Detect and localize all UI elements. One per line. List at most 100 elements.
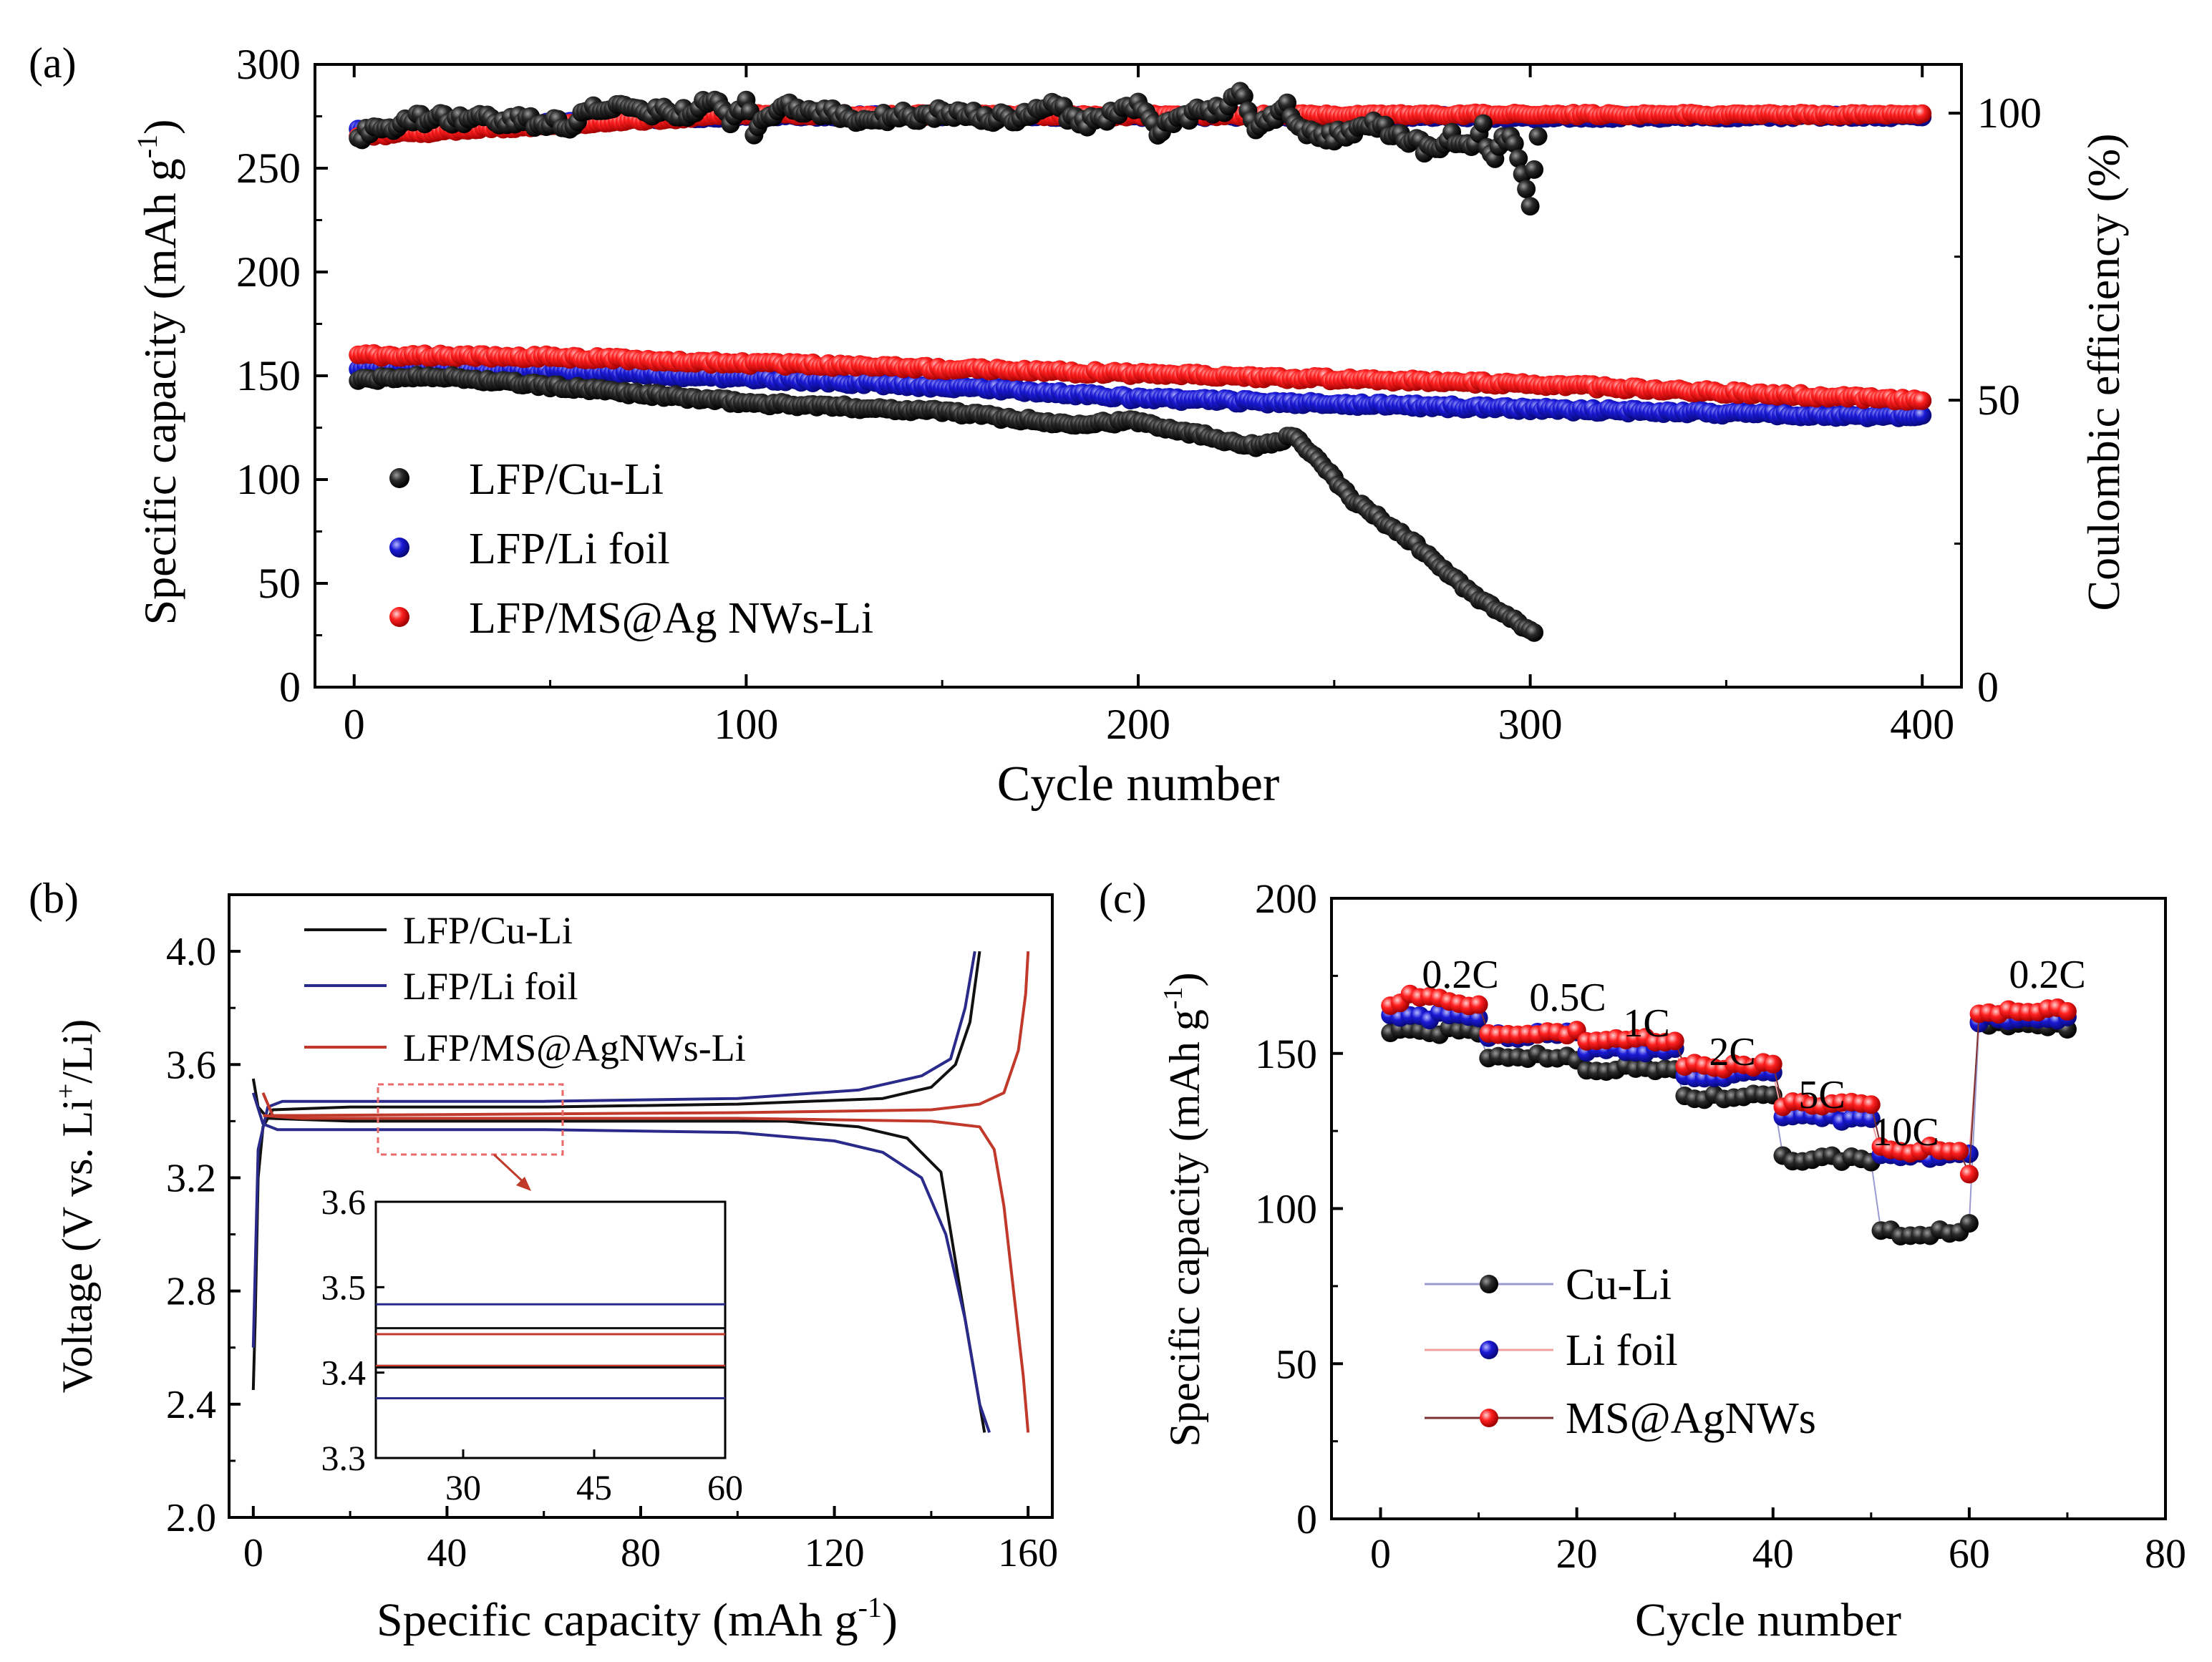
x-tick-label: 160 (998, 1531, 1058, 1575)
legend-label-c-cu: Cu-Li (1566, 1260, 1672, 1309)
y-tick-label: 2.0 (166, 1496, 216, 1540)
data-point (1520, 197, 1540, 216)
y-tick-label: 150 (236, 352, 301, 399)
panel-b: (b) 0 40 80 120 160 2.0 2.4 2.8 3.2 3.6 4.0 LFP/Cu… (29, 875, 1058, 1646)
y-tick-label: 150 (1255, 1031, 1317, 1077)
panel-c-ylabel: Specific capacity (mAh g-1) (1158, 972, 1208, 1447)
data-point (1665, 1031, 1684, 1051)
panel-a: (a) 0 100 200 300 400 0 50 100 150 200 250 300 0 50 10… (29, 39, 2129, 812)
panel-c-legend: Cu-Li Li foil MS@AgNWs (1425, 1260, 1816, 1443)
y2-tick-label: 50 (1977, 376, 2020, 424)
panel-b-label: (b) (29, 875, 79, 922)
y-tick-label: 3.6 (166, 1043, 216, 1087)
data-point (1913, 104, 1932, 123)
data-point (1517, 180, 1536, 199)
data-point (1509, 149, 1528, 168)
rate-label: 0.2C (2009, 953, 2085, 997)
panel-b-xlabel: Specific capacity (mAh g-1) (377, 1591, 898, 1646)
y-tick-label: 200 (1255, 875, 1317, 922)
y-tick-label: 100 (1255, 1186, 1317, 1233)
series-ms (1381, 984, 2077, 1184)
legend-marker-ms (389, 607, 409, 627)
data-point (1469, 995, 1488, 1014)
y2-tick-label: 100 (1977, 89, 2042, 137)
legend-label-c-li: Li foil (1566, 1326, 1678, 1375)
x-tick-label: 0 (344, 701, 365, 748)
panel-c-xlabel: Cycle number (1635, 1594, 1901, 1646)
data-point (2057, 1002, 2077, 1021)
data-point (1525, 623, 1544, 642)
rate-label: 5C (1798, 1073, 1845, 1117)
panel-c-ticks: 0 20 40 60 80 0 50 100 150 200 (1255, 875, 2186, 1577)
inset-x-tick-label: 30 (445, 1467, 481, 1507)
curve-lfp-ms-agnws-li-discharge (263, 1114, 1030, 1433)
inset-y-tick-label: 3.5 (321, 1267, 367, 1307)
legend-marker-c-cu (1480, 1275, 1498, 1293)
inset-chart: 30 45 60 3.3 3.4 3.5 3.6 (321, 1182, 744, 1507)
x-tick-label: 200 (1106, 701, 1170, 748)
panel-c-marks (1381, 984, 2077, 1245)
data-point (1959, 1214, 1979, 1233)
x-tick-label: 40 (427, 1531, 467, 1575)
x-tick-label: 400 (1890, 701, 1954, 748)
y-tick-label: 50 (258, 560, 301, 607)
series-lfp-cu-li-efficiency (349, 82, 1548, 216)
y-tick-label: 250 (236, 145, 301, 192)
panel-a-ticks: 0 100 200 300 400 0 50 100 150 200 250 300 0 50 100 (236, 41, 2042, 748)
x-tick-label: 60 (1949, 1530, 1990, 1577)
legend-label-b-ms: LFP/MS@AgNWs-Li (403, 1026, 746, 1069)
legend-marker-c-ms (1480, 1409, 1498, 1427)
panel-a-marks (349, 82, 1932, 642)
x-tick-label: 120 (805, 1531, 865, 1575)
y-tick-label: 4.0 (166, 930, 216, 974)
curve-lfp-li-foil-discharge (251, 1092, 991, 1434)
data-point (1950, 1142, 1969, 1161)
zoom-arrow (493, 1153, 528, 1186)
inset-y-tick-label: 3.3 (321, 1438, 367, 1478)
series-lfp-cu-li-capacity (349, 366, 1544, 642)
inset-y-tick-label: 3.6 (321, 1182, 367, 1222)
curve-lfp-ms-agnws-li-charge (261, 951, 1030, 1117)
inset-x-tick-label: 60 (707, 1467, 743, 1507)
y-tick-label: 300 (236, 41, 301, 88)
y-tick-label: 0 (279, 664, 301, 711)
y-tick-label: 200 (236, 248, 301, 296)
y2-tick-label: 0 (1977, 664, 1999, 711)
x-tick-label: 80 (621, 1531, 661, 1575)
data-point (1861, 1095, 1881, 1114)
data-point (1505, 134, 1524, 153)
data-point (1913, 406, 1932, 425)
y-tick-label: 3.2 (166, 1156, 216, 1200)
y-tick-label: 2.8 (166, 1270, 216, 1314)
rate-label: 2C (1709, 1030, 1755, 1074)
legend-label-ms: LFP/MS@Ag NWs-Li (469, 594, 873, 643)
x-tick-label: 100 (714, 701, 778, 748)
inset-y-tick-label: 3.4 (321, 1353, 367, 1393)
y-tick-label: 50 (1276, 1341, 1317, 1387)
panel-c-rate-labels: 0.2C 0.5C 1C 2C 5C 10C 0.2C (1422, 953, 2085, 1155)
panel-a-legend: LFP/Cu-Li LFP/Li foil LFP/MS@Ag NWs-Li (389, 455, 873, 643)
zoom-box (377, 1083, 564, 1156)
panel-b-ylabel: Voltage (V vs. Li+/Li) (51, 1019, 101, 1394)
legend-label-c-ms: MS@AgNWs (1566, 1394, 1816, 1443)
panel-c-label: (c) (1099, 875, 1147, 922)
x-tick-label: 300 (1498, 701, 1563, 748)
data-point (1959, 1165, 1979, 1184)
inset-x-tick-label: 45 (576, 1467, 612, 1507)
rate-label: 10C (1872, 1110, 1939, 1155)
data-point (1913, 391, 1932, 410)
x-tick-label: 80 (2145, 1530, 2186, 1577)
legend-label-li: LFP/Li foil (469, 525, 670, 573)
data-point (1525, 160, 1544, 179)
panel-a-label: (a) (29, 39, 77, 87)
zoom-arrowhead (516, 1177, 531, 1191)
legend-label-b-cu: LFP/Cu-Li (403, 909, 573, 952)
x-tick-label: 0 (1370, 1530, 1391, 1577)
panel-b-legend: LFP/Cu-Li LFP/Li foil LFP/MS@AgNWs-Li (304, 909, 746, 1069)
panel-b-curves (251, 951, 1030, 1434)
panel-c: (c) 0 20 40 60 80 0 50 100 150 200 0.2C 0.5C 1C 2C 5C… (1099, 875, 2186, 1646)
x-tick-label: 20 (1556, 1530, 1598, 1577)
legend-marker-cu (389, 468, 409, 488)
data-point (1528, 127, 1548, 146)
